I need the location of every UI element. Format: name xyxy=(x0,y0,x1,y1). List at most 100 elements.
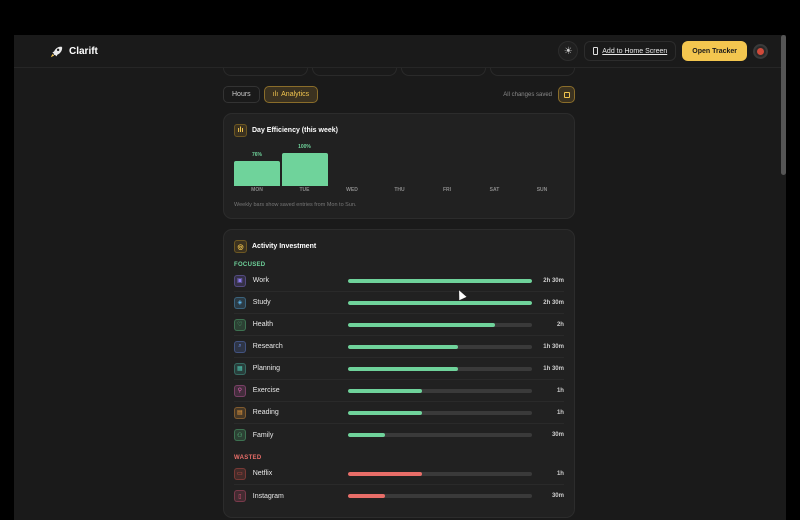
activity-time: 1h xyxy=(556,387,564,394)
activity-row-planning[interactable]: ▦ Planning 1h 30m xyxy=(234,358,564,380)
avatar-image xyxy=(757,47,764,55)
activity-progress-track xyxy=(348,300,532,305)
brand-name: Clarift xyxy=(69,45,98,57)
activity-time: 2h 30m xyxy=(543,299,564,306)
tab-hours[interactable]: Hours xyxy=(223,86,260,103)
focused-label: FOCUSED xyxy=(234,262,266,268)
activity-progress-fill xyxy=(348,366,459,371)
efficiency-bar-value-label: 76% xyxy=(251,151,262,158)
activity-progress-track xyxy=(348,388,532,393)
efficiency-bar-fill xyxy=(281,153,328,186)
users-icon: ⚇ xyxy=(234,429,246,441)
activity-progress-track xyxy=(348,322,532,327)
day-efficiency-chart: MON 76% TUE 100% WED THU FRI SAT SUN xyxy=(234,144,564,193)
activity-row-instagram[interactable]: ▯ Instagram 30m xyxy=(234,485,564,507)
scrollbar[interactable] xyxy=(781,35,786,175)
activity-name: Health xyxy=(252,321,273,328)
day-label-sun: SUN xyxy=(536,187,548,193)
bar-chart-icon: ılı xyxy=(272,91,279,98)
activity-name: Research xyxy=(252,343,283,350)
theme-toggle-button[interactable]: ☀ xyxy=(558,41,579,61)
activity-name: Planning xyxy=(252,365,280,372)
top-bar: Clarift ☀ Add to Home Screen Open Tracke… xyxy=(14,35,786,68)
avatar[interactable] xyxy=(753,43,768,59)
heart-icon: ♡ xyxy=(234,318,246,331)
efficiency-bar-mon: 76% xyxy=(234,152,280,186)
activity-progress-track xyxy=(348,344,532,349)
activity-progress-track xyxy=(348,366,532,371)
save-icon xyxy=(563,91,570,98)
activity-row-exercise[interactable]: ⚲ Exercise 1h xyxy=(234,380,564,402)
activity-progress-fill xyxy=(348,471,422,476)
activity-progress-fill xyxy=(348,494,386,498)
activity-progress-fill xyxy=(348,433,386,437)
activity-progress-track xyxy=(348,433,532,437)
wasted-label: WASTED xyxy=(234,455,262,461)
efficiency-bar-value-label: 100% xyxy=(298,144,311,150)
activity-row-study[interactable]: ◈ Study 2h 30m xyxy=(234,292,564,314)
activity-progress-fill xyxy=(348,388,422,393)
efficiency-bar-tue: 100% xyxy=(281,144,328,186)
day-label-thu: THU xyxy=(394,187,405,193)
summary-cards-edge xyxy=(223,68,575,76)
activity-progress-track xyxy=(348,494,532,498)
activity-name: Reading xyxy=(252,409,279,416)
activity-name: Work xyxy=(252,277,269,284)
activity-name: Exercise xyxy=(252,387,280,394)
activity-name: Family xyxy=(252,431,274,439)
save-button[interactable] xyxy=(558,86,575,103)
save-status: All changes saved xyxy=(503,91,552,98)
activity-row-health[interactable]: ♡ Health 2h xyxy=(234,314,564,336)
activity-time: 1h 30m xyxy=(543,343,564,350)
view-tabs: Hours ılı Analytics All changes saved xyxy=(223,86,575,103)
sun-icon: ☀ xyxy=(563,45,573,57)
activity-progress-fill xyxy=(348,278,532,283)
activity-time: 30m xyxy=(551,432,564,438)
activity-progress-fill xyxy=(348,322,496,327)
activity-progress-track xyxy=(348,410,532,415)
day-efficiency-note: Weekly bars show saved entries from Mon … xyxy=(234,202,357,208)
tab-analytics-label: Analytics xyxy=(281,91,310,98)
open-tracker-button[interactable]: Open Tracker xyxy=(682,41,747,61)
activity-investment-card: ◎ Activity Investment FOCUSED ▣ Work 2h … xyxy=(223,229,575,518)
phone-icon: ▯ xyxy=(234,490,246,502)
day-efficiency-title: Day Efficiency (this week) xyxy=(252,127,338,134)
dumbbell-icon: ⚲ xyxy=(234,384,246,397)
activity-name: Study xyxy=(252,299,271,306)
activity-time: 30m xyxy=(551,493,564,499)
activity-time: 1h 30m xyxy=(543,365,564,372)
efficiency-bar-fill xyxy=(234,160,280,186)
activity-progress-fill xyxy=(348,410,422,415)
day-label-tue: TUE xyxy=(299,187,310,193)
brand[interactable]: Clarift xyxy=(50,45,98,58)
rocket-icon xyxy=(50,46,63,57)
activity-progress-track xyxy=(348,278,532,283)
activity-row-netflix[interactable]: ▭ Netflix 1h xyxy=(234,463,564,485)
briefcase-icon: ▣ xyxy=(234,274,246,287)
activity-time: 1h xyxy=(556,409,564,416)
add-to-home-screen-button[interactable]: Add to Home Screen xyxy=(584,41,677,61)
activity-time: 1h xyxy=(556,470,564,477)
activity-row-family[interactable]: ⚇ Family 30m xyxy=(234,424,564,446)
activity-name: Netflix xyxy=(252,470,273,477)
wasted-list: ▭ Netflix 1h ▯ Instagram 30m xyxy=(234,463,564,507)
day-label-wed: WED xyxy=(346,187,358,193)
target-icon: ◎ xyxy=(234,240,247,253)
day-label-fri: FRI xyxy=(442,187,452,193)
tab-analytics[interactable]: ılı Analytics xyxy=(263,86,319,103)
summary-card xyxy=(312,68,397,76)
activity-row-reading[interactable]: ▤ Reading 1h xyxy=(234,402,564,424)
search-icon: ⌕ xyxy=(234,340,246,353)
activity-row-work[interactable]: ▣ Work 2h 30m xyxy=(234,270,564,292)
activity-row-research[interactable]: ⌕ Research 1h 30m xyxy=(234,336,564,358)
focused-list: ▣ Work 2h 30m ◈ Study 2h 30m ♡ Health 2h… xyxy=(234,270,564,446)
summary-card xyxy=(401,68,486,76)
activity-time: 2h 30m xyxy=(543,277,564,284)
bar-chart-icon: ılı xyxy=(234,124,247,137)
tv-icon: ▭ xyxy=(234,467,246,480)
main-content: Hours ılı Analytics All changes saved ıl… xyxy=(223,68,575,518)
day-label-mon: MON xyxy=(251,187,263,193)
activity-time: 2h xyxy=(556,321,564,328)
activity-progress-track xyxy=(348,471,532,476)
day-label-sat: SAT xyxy=(489,187,500,193)
